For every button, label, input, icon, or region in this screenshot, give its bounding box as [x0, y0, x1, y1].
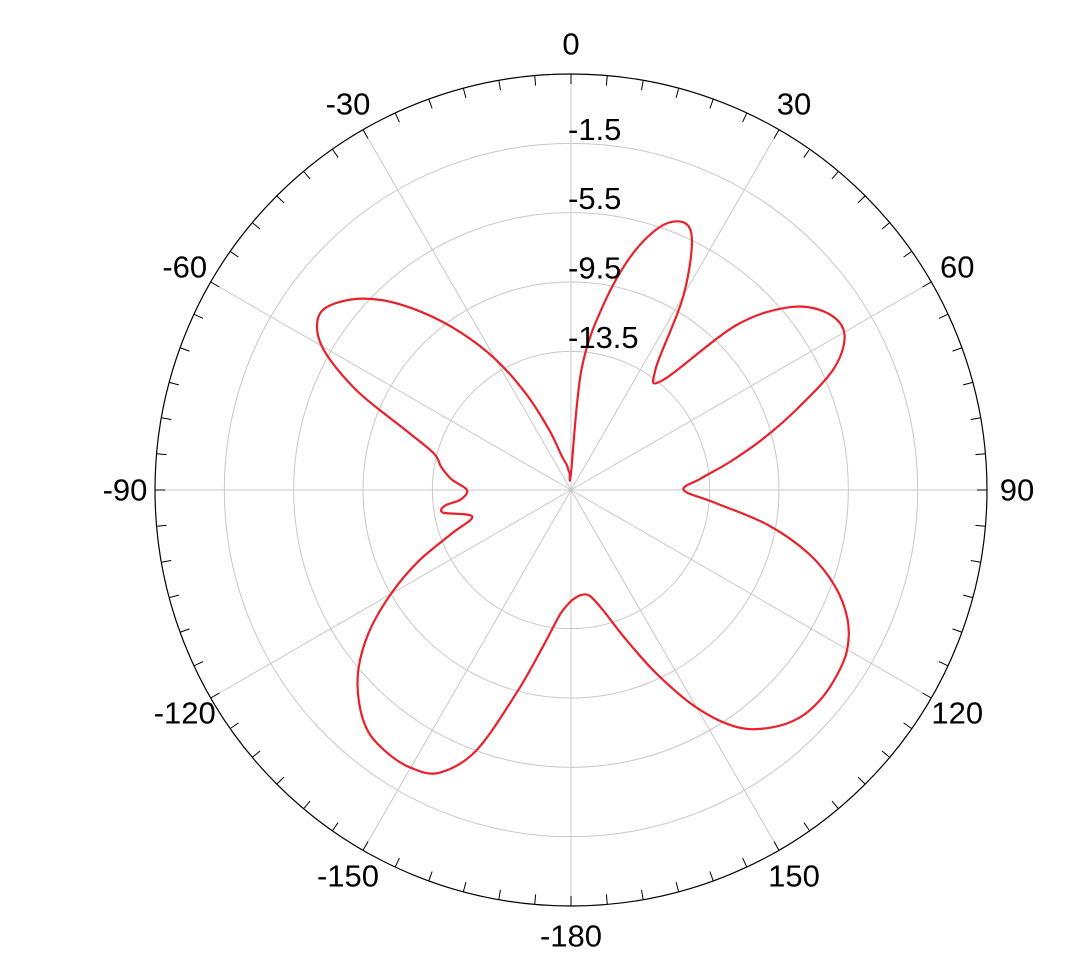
- angle-tick-mark: [394, 112, 400, 123]
- angle-tick-mark: [922, 281, 932, 288]
- angle-tick-mark: [428, 98, 433, 109]
- angle-tick-mark: [881, 222, 890, 230]
- angle-label-neg120: -120: [154, 696, 216, 731]
- angle-tick-mark: [742, 857, 748, 868]
- angle-tick-mark: [534, 894, 537, 905]
- angle-tick-mark: [773, 841, 780, 851]
- angle-label-60: 60: [940, 250, 974, 285]
- angle-tick-mark: [252, 222, 261, 230]
- angle-label-120: 120: [931, 696, 983, 731]
- angle-label-neg30: -30: [326, 86, 371, 121]
- angle-tick-mark: [534, 75, 537, 86]
- angle-tick-mark: [803, 822, 811, 832]
- angle-tick-mark: [229, 250, 239, 258]
- angle-tick-mark: [641, 80, 644, 91]
- angle-tick-mark: [303, 171, 311, 180]
- outer-axis: [154, 73, 988, 907]
- angle-label-150: 150: [768, 859, 820, 894]
- radial-label: -9.5: [568, 251, 621, 286]
- angle-tick-mark: [963, 594, 973, 599]
- labels-layer: 0 30 60 90 120 150 -180 -150 -120 -90 -60 -30 -1.5 -5…: [103, 27, 1035, 953]
- angle-tick-mark: [210, 281, 220, 288]
- angle-tick-mark: [169, 594, 179, 599]
- angle-tick-mark: [462, 882, 467, 892]
- angle-tick-mark: [938, 661, 949, 667]
- angle-label-neg90: -90: [103, 473, 148, 508]
- angle-tick-mark: [428, 871, 433, 882]
- angle-tick-mark: [362, 129, 369, 139]
- angle-tick-mark: [605, 894, 608, 905]
- angular-grid-line: [570, 489, 780, 851]
- angle-tick-mark: [903, 722, 913, 730]
- radial-label: -13.5: [568, 320, 639, 355]
- angle-label-180: -180: [540, 919, 602, 953]
- angle-tick-mark: [952, 628, 963, 633]
- angle-tick-mark: [975, 524, 986, 527]
- angle-tick-mark: [229, 722, 239, 730]
- radial-label: -5.5: [568, 181, 621, 216]
- angle-tick-mark: [831, 800, 839, 809]
- angle-tick-mark: [709, 98, 714, 109]
- angle-tick-mark: [462, 88, 467, 98]
- angle-label-neg60: -60: [162, 250, 207, 285]
- angle-tick-mark: [179, 347, 190, 352]
- angle-tick-mark: [331, 822, 339, 832]
- angle-label-0: 0: [562, 27, 579, 62]
- angle-label-30: 30: [777, 86, 811, 121]
- angle-label-neg150: -150: [317, 859, 379, 894]
- angle-tick-mark: [498, 889, 501, 900]
- series-line-0: [315, 220, 850, 775]
- angular-grid-line: [570, 129, 780, 491]
- angle-tick-mark: [193, 661, 204, 667]
- angular-grid-line: [362, 489, 572, 851]
- angle-tick-mark: [975, 453, 986, 456]
- angle-tick-mark: [831, 171, 839, 180]
- angle-tick-mark: [210, 692, 220, 699]
- angle-tick-mark: [303, 800, 311, 809]
- angle-tick-mark: [803, 148, 811, 158]
- angle-tick-mark: [276, 195, 285, 204]
- angle-tick-mark: [675, 882, 680, 892]
- radial-label: -1.5: [568, 112, 621, 147]
- angular-grid-line: [570, 281, 932, 491]
- angle-tick-mark: [193, 313, 204, 319]
- angle-tick-mark: [970, 560, 981, 563]
- angle-tick-mark: [675, 88, 680, 98]
- angle-tick-mark: [903, 250, 913, 258]
- series-layer: [315, 220, 850, 775]
- angle-tick-mark: [605, 75, 608, 86]
- angle-tick-mark: [963, 381, 973, 386]
- angle-tick-mark: [362, 841, 369, 851]
- angle-tick-mark: [169, 381, 179, 386]
- angular-grid-line: [570, 489, 932, 699]
- angle-tick-mark: [922, 692, 932, 699]
- angle-tick-mark: [952, 347, 963, 352]
- angle-tick-mark: [394, 857, 400, 868]
- angle-tick-mark: [276, 776, 285, 785]
- angle-tick-mark: [331, 148, 339, 158]
- angle-tick-mark: [161, 417, 172, 420]
- angular-grid-line: [362, 129, 572, 491]
- angle-tick-mark: [179, 628, 190, 633]
- angle-tick-mark: [881, 750, 890, 758]
- angle-tick-mark: [742, 112, 748, 123]
- angle-tick-mark: [156, 524, 167, 527]
- angular-grid-line: [210, 281, 572, 491]
- angle-label-90: 90: [1000, 473, 1034, 508]
- angle-tick-mark: [938, 313, 949, 319]
- angle-tick-mark: [161, 560, 172, 563]
- angle-tick-mark: [156, 453, 167, 456]
- angle-tick-mark: [857, 776, 866, 785]
- angle-tick-mark: [498, 80, 501, 91]
- angle-tick-mark: [641, 889, 644, 900]
- angle-tick-mark: [857, 195, 866, 204]
- angle-tick-mark: [252, 750, 261, 758]
- angle-tick-mark: [970, 417, 981, 420]
- angle-tick-mark: [709, 871, 714, 882]
- angle-tick-mark: [773, 129, 780, 139]
